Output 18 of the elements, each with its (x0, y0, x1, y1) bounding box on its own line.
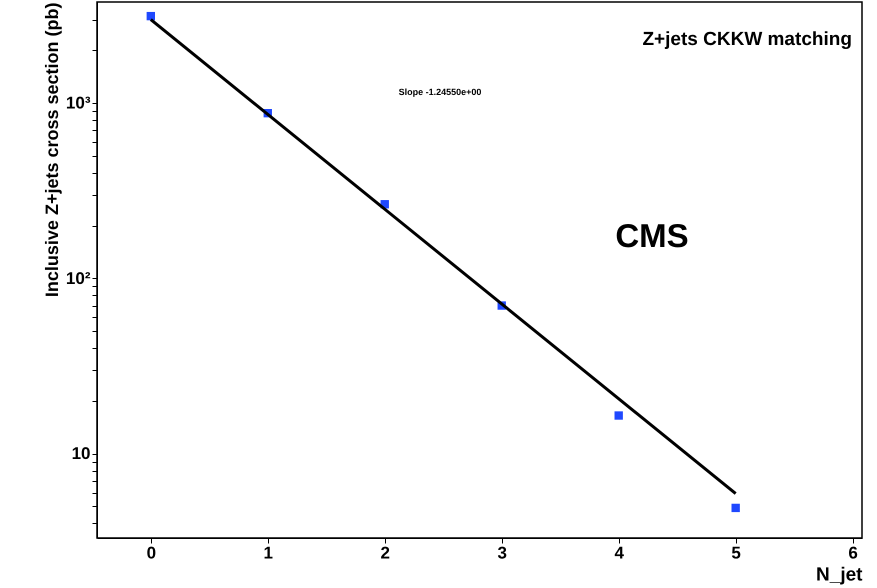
y-tick-label: 10 (72, 444, 90, 464)
x-tick-label: 4 (614, 544, 624, 562)
x-tick-label: 3 (497, 544, 507, 562)
x-tick-label: 1 (264, 544, 274, 562)
x-axis-title: N_jet (816, 564, 864, 586)
y-axis-title: Inclusive Z+jets cross section (pb) (42, 2, 62, 298)
x-tick-label: 5 (731, 544, 741, 562)
y-tick-label: 10² (66, 268, 91, 288)
annotation: CMS (615, 217, 689, 254)
annotation: Slope -1.24550e+00 (398, 87, 482, 97)
x-tick-label: 6 (848, 544, 858, 562)
y-tick-label: 10³ (66, 94, 91, 113)
text: Z+jets CKKW matching (642, 29, 852, 50)
x-tick-label: 0 (146, 544, 156, 562)
point (731, 504, 740, 512)
point (146, 12, 155, 20)
point (614, 411, 623, 420)
x-tick-label: 2 (380, 544, 390, 562)
